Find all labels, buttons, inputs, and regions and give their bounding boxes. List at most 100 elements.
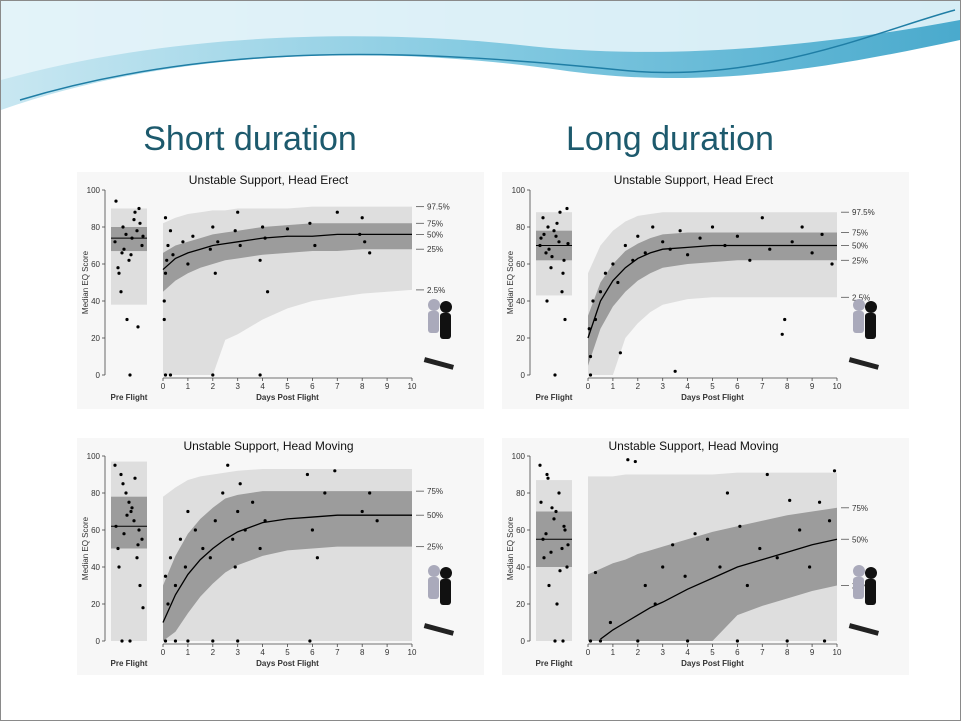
pre-point [114, 199, 118, 203]
point [587, 327, 591, 331]
x-tick-label: 1 [186, 382, 191, 391]
point [798, 528, 802, 532]
pre-point [125, 513, 129, 517]
point [261, 225, 265, 229]
point [626, 458, 630, 462]
icon [853, 299, 865, 311]
point [162, 299, 166, 303]
y-tick-label: 40 [91, 297, 100, 306]
point [822, 639, 827, 643]
point [686, 639, 690, 643]
band-inner [163, 491, 412, 641]
y-tick-label: 40 [91, 563, 100, 572]
pre-point [541, 216, 545, 220]
point [651, 225, 655, 229]
point [661, 240, 665, 244]
point [783, 317, 787, 322]
x-tick-label: 6 [310, 648, 315, 657]
percentile-label: 75% [427, 487, 443, 496]
point [208, 556, 212, 560]
percentile-label: 75% [852, 504, 868, 513]
point [611, 262, 615, 266]
pre-point [129, 253, 133, 257]
x-tick-label: 4 [260, 382, 265, 391]
x-tick-label: 9 [810, 382, 815, 391]
point [213, 271, 217, 275]
icon [865, 313, 876, 339]
percentile-label: 50% [427, 511, 443, 520]
x-tick-label: 2 [211, 648, 216, 657]
point [735, 234, 740, 238]
pre-point [140, 537, 144, 541]
pre-point [545, 299, 549, 303]
y-tick-label: 100 [512, 186, 526, 195]
point [745, 583, 749, 588]
pre-point [120, 639, 124, 643]
x-tick-label: 10 [408, 648, 417, 657]
point [236, 639, 240, 643]
point [661, 565, 665, 569]
pre-label: Pre Flight [536, 393, 573, 402]
median-curve [600, 538, 838, 640]
x-tick-label: 3 [235, 648, 240, 657]
point [213, 519, 217, 523]
heading: Short duration [143, 120, 357, 158]
pre-point [129, 509, 133, 514]
pre-point [141, 606, 145, 610]
pre-point [566, 242, 570, 246]
point [588, 373, 593, 377]
pre-point [558, 569, 562, 573]
x-tick-label: 0 [586, 382, 591, 391]
point [631, 258, 635, 262]
pre-point [117, 271, 121, 275]
pre-point [133, 210, 137, 214]
point [643, 251, 647, 255]
point [375, 519, 379, 523]
point [673, 369, 677, 373]
y-tick-label: 40 [516, 563, 525, 572]
x-axis-label: Days Post Flight [256, 393, 319, 402]
icon [423, 357, 455, 370]
y-tick-label: 20 [516, 600, 525, 609]
x-tick-label: 4 [685, 382, 690, 391]
point [748, 258, 752, 262]
pre-point [113, 240, 117, 244]
icon [440, 301, 452, 313]
point [618, 351, 622, 355]
percentile-label: 97.5% [427, 203, 450, 212]
pre-point [553, 639, 557, 643]
point [211, 639, 215, 643]
point [827, 519, 832, 523]
x-tick-label: 7 [760, 648, 765, 657]
point [166, 243, 170, 248]
point [360, 509, 364, 514]
point [183, 565, 188, 569]
icon [865, 301, 877, 313]
point [216, 240, 220, 244]
pre-point [550, 255, 554, 259]
pre-point [130, 236, 134, 240]
point [251, 500, 255, 504]
pre-point [544, 251, 548, 255]
pre-point [127, 258, 131, 262]
percentile-label: 50% [852, 242, 868, 251]
point [790, 240, 794, 244]
point [163, 639, 168, 643]
point [221, 491, 225, 495]
icon [428, 299, 440, 311]
pre-point [137, 206, 141, 211]
y-tick-label: 80 [516, 223, 525, 232]
point [636, 234, 640, 238]
x-axis-label: Days Post Flight [681, 659, 744, 668]
point [810, 251, 814, 255]
pre-point [136, 325, 140, 329]
pre-point [538, 463, 542, 467]
pre-point [132, 519, 136, 523]
chart-title: Unstable Support, Head Moving [608, 439, 778, 453]
point [173, 583, 178, 588]
point [258, 258, 262, 262]
pre-point [562, 258, 566, 262]
percentile-label: 2.5% [427, 286, 445, 295]
point [591, 299, 595, 303]
point [800, 225, 804, 229]
